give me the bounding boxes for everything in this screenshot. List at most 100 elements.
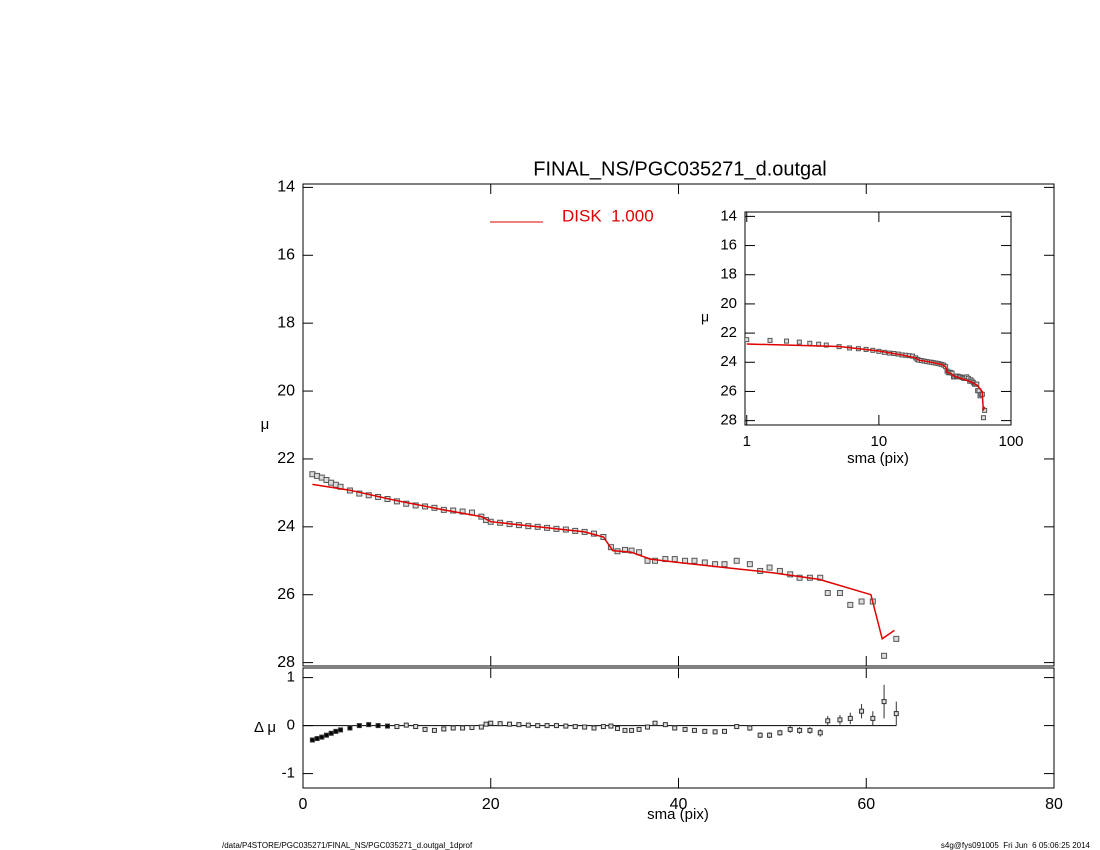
y-tick-label: 26 [277,586,295,603]
data-point [824,590,831,597]
data-point [744,337,750,343]
residual-point [870,715,876,721]
data-point [746,561,753,568]
y-tick-label: 22 [720,324,737,341]
residual-point [622,727,628,733]
residual-point [837,717,843,723]
residual-point [488,720,494,726]
data-point [881,652,888,659]
chart-title: FINAL_NS/PGC035271_d.outgal [533,158,827,180]
residual-point [893,711,899,717]
residual-point [497,721,503,727]
residual-point [591,725,597,731]
y-tick-label: -1 [282,765,295,782]
residual-point [323,732,329,738]
model-line [312,483,895,641]
footer-right: s4g@fys091005 Fri Jun 6 05:06:25 2014 [941,841,1091,850]
data-point [767,337,773,343]
residual-point [413,724,419,730]
residual-point [859,708,865,714]
data-point [796,339,802,345]
data-point [671,556,678,563]
y-tick-label: 16 [277,247,295,264]
y-tick-label: 24 [720,353,737,370]
data-point [701,559,708,566]
residual-point [702,728,708,734]
data-point [847,601,854,608]
residual-point [553,723,559,729]
residual-point [777,730,783,736]
y-tick-label: 14 [277,179,295,196]
residual-point [314,736,320,742]
residual-y-axis-label: Δ μ [254,719,276,736]
residual-point [384,723,390,729]
residual-point [672,725,678,731]
residual-point [721,728,727,734]
y-tick-label: 22 [277,450,295,467]
y-tick-label: 18 [720,266,737,283]
y-axis-label: μ [261,416,270,433]
residual-point [636,726,642,732]
residual-point [441,726,447,732]
legend-label: DISK 1.000 [562,206,654,225]
data-point [836,590,843,597]
residual-point [652,720,658,726]
x-tick-label: 100 [998,433,1023,450]
y-tick-label: 28 [277,654,295,671]
residual-point [375,723,381,729]
x-tick-label: 1 [743,433,751,450]
data-point [652,557,659,564]
inset-y-axis-label: μ [701,309,709,325]
residual-point [825,718,831,724]
residual-point [516,722,522,728]
y-tick-label: 16 [720,237,737,254]
residual-point [807,727,813,733]
residual-point [817,730,823,736]
residual-point [535,723,541,729]
residual-point [614,725,620,731]
residual-point [600,724,606,730]
residual-point [422,726,428,732]
data-point [796,574,803,581]
data-point [776,567,783,574]
data-point [733,557,740,564]
data-point [980,415,986,421]
data-point [784,338,790,344]
y-tick-label: 26 [720,382,737,399]
inset-panel [744,211,1012,426]
data-point [858,598,865,605]
residual-point [629,727,635,733]
residual-point [691,727,697,733]
residual-point [881,699,887,705]
data-point [721,561,728,568]
residual-point [309,737,315,743]
residual-point [403,722,409,728]
residual-point [608,723,614,729]
y-tick-label: 18 [277,314,295,331]
residual-point [347,725,353,731]
x-axis-label: sma (pix) [647,806,709,823]
residual-point [847,715,853,721]
residual-point [734,724,740,730]
residual-point [483,721,489,727]
y-tick-label: 28 [720,412,737,429]
data-point [459,508,466,515]
data-point [893,635,900,642]
footer-left: /data/P4STORE/PGC035271/FINAL_NS/PGC0352… [222,841,473,850]
residual-point [563,723,569,729]
x-tick-label: 60 [857,796,875,813]
y-tick-label: 14 [720,207,737,224]
model-line [746,343,986,411]
y-tick-label: 0 [287,717,295,734]
x-tick-label: 80 [1045,796,1063,813]
x-tick-label: 10 [871,433,888,450]
residual-point [682,726,688,732]
data-point [823,342,829,348]
residual-point [431,727,437,733]
residual-point [767,732,773,738]
residual-point [460,725,466,731]
residual-point [328,730,334,736]
data-point [628,547,635,554]
residual-point [645,724,651,730]
